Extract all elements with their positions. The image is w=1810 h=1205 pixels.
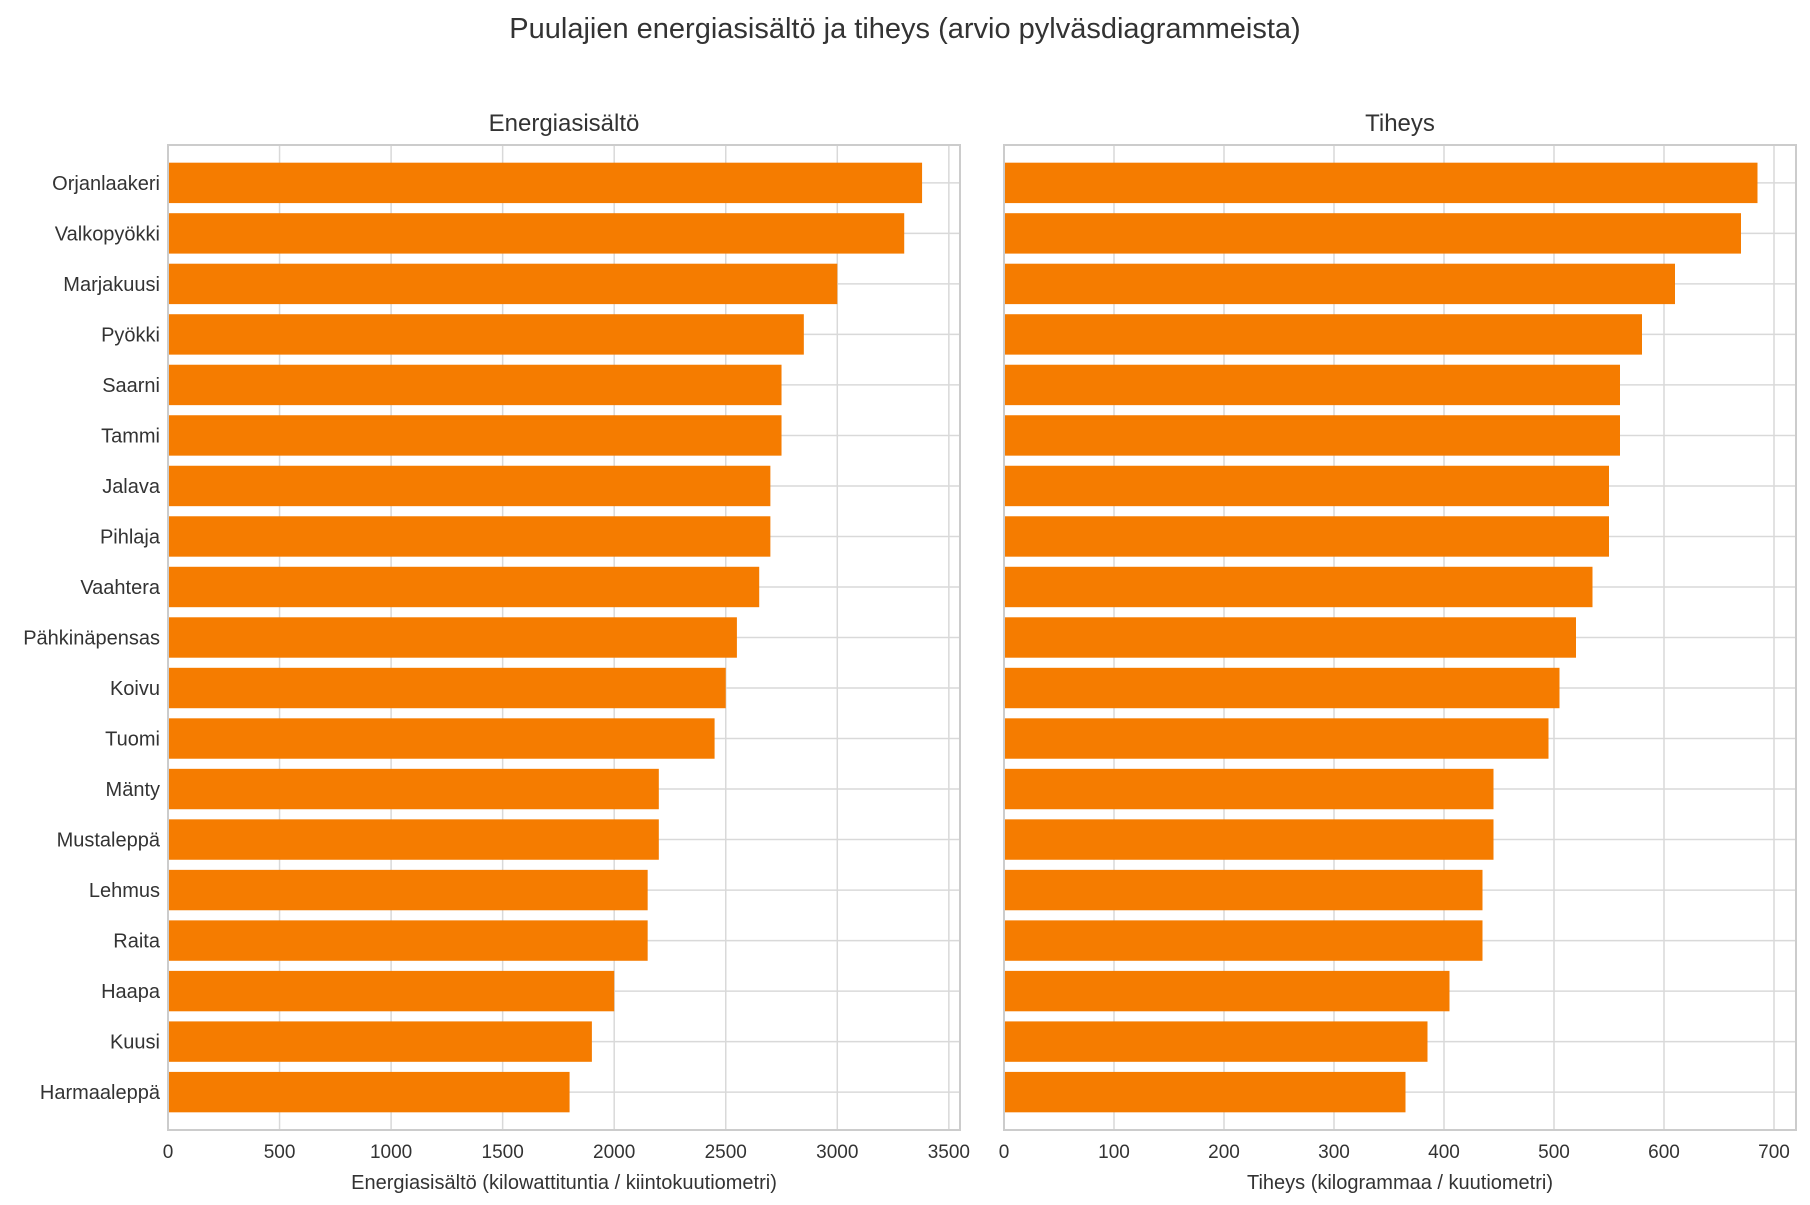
x-tick-label: 100 (1098, 1142, 1130, 1163)
category-label: Valkopyökki (55, 223, 160, 245)
bar-pähkinäpensas (1004, 617, 1576, 658)
category-label: Mustaleppä (57, 830, 161, 852)
x-tick-label: 400 (1428, 1142, 1460, 1163)
bar-pyökki (168, 314, 804, 355)
bar-kuusi (1004, 1021, 1428, 1062)
category-label: Orjanlaakeri (52, 173, 160, 195)
bar-tuomi (168, 718, 715, 759)
axes-frame (1003, 144, 1797, 1131)
category-label: Kuusi (110, 1032, 160, 1054)
bar-marjakuusi (1004, 263, 1675, 305)
bar-valkopyökki (168, 213, 905, 254)
category-label: Haapa (101, 981, 161, 1003)
x-tick-label: 1500 (482, 1142, 524, 1163)
x-tick-label: 2500 (705, 1142, 747, 1163)
category-label: Pyökki (101, 324, 160, 346)
bar-mänty (168, 768, 659, 810)
bar-harmaaleppä (168, 1071, 570, 1113)
x-tick-label: 500 (264, 1142, 296, 1163)
category-label: Mänty (106, 779, 160, 801)
x-tick-label: 500 (1538, 1142, 1570, 1163)
bar-orjanlaakeri (168, 162, 923, 204)
bar-haapa (1004, 970, 1450, 1012)
x-tick-label: 700 (1758, 1142, 1790, 1163)
category-label: Koivu (110, 678, 160, 700)
axes-frame (167, 144, 961, 1131)
x-tick-label: 1000 (370, 1142, 412, 1163)
x-tick-label: 0 (999, 1142, 1010, 1163)
bar-mustaleppä (168, 819, 659, 860)
x-tick-label: 2000 (593, 1142, 635, 1163)
bar-koivu (168, 667, 726, 709)
category-label: Pihlaja (100, 526, 161, 548)
category-label: Saarni (102, 375, 160, 397)
category-label: Harmaaleppä (40, 1082, 161, 1104)
category-label: Tammi (101, 425, 160, 447)
bar-saarni (1004, 364, 1620, 406)
bar-mänty (1004, 768, 1494, 810)
bar-tammi (168, 415, 782, 456)
bar-tammi (1004, 415, 1620, 456)
bar-raita (168, 920, 648, 961)
category-label: Lehmus (89, 880, 160, 902)
bar-vaahtera (1004, 566, 1593, 608)
bar-pähkinäpensas (168, 617, 737, 658)
x-tick-label: 3500 (928, 1142, 970, 1163)
panel-title: Tiheys (1365, 110, 1435, 137)
bar-lehmus (168, 869, 648, 911)
bar-jalava (168, 465, 771, 507)
x-tick-label: 600 (1648, 1142, 1680, 1163)
bar-vaahtera (168, 566, 760, 608)
bar-pihlaja (168, 516, 771, 557)
bar-marjakuusi (168, 263, 838, 305)
bar-orjanlaakeri (1004, 162, 1758, 204)
x-tick-label: 0 (163, 1142, 174, 1163)
category-label: Raita (113, 931, 161, 953)
category-label: Vaahtera (80, 577, 161, 599)
bar-saarni (168, 364, 782, 406)
category-label: Marjakuusi (63, 274, 160, 296)
bar-harmaaleppä (1004, 1071, 1406, 1113)
x-axis-label: Tiheys (kilogrammaa / kuutiometri) (1247, 1172, 1553, 1194)
figure-title: Puulajien energiasisältö ja tiheys (arvi… (509, 13, 1300, 45)
x-tick-label: 300 (1318, 1142, 1350, 1163)
bar-jalava (1004, 465, 1609, 507)
bar-tuomi (1004, 718, 1549, 759)
bar-haapa (168, 970, 615, 1012)
x-axis-label: Energiasisältö (kilowattituntia / kiinto… (351, 1172, 777, 1194)
panel-title: Energiasisältö (489, 110, 640, 137)
panel-energiasisalto: Energiasisältö Orjanlaakeri Valkopyökki Mar… (23, 110, 970, 1194)
category-label: Pähkinäpensas (23, 628, 160, 650)
bar-koivu (1004, 667, 1560, 709)
x-tick-label: 3000 (816, 1142, 858, 1163)
bar-pihlaja (1004, 516, 1609, 557)
x-tick-label: 200 (1208, 1142, 1240, 1163)
bar-raita (1004, 920, 1483, 961)
panel-tiheys: Tiheys 0 100 200 300 400 500 600 700 Tiheys (kilo… (999, 110, 1797, 1194)
category-label: Jalava (102, 476, 161, 498)
bar-pyökki (1004, 314, 1642, 355)
bar-lehmus (1004, 869, 1483, 911)
bar-valkopyökki (1004, 213, 1741, 254)
bar-mustaleppä (1004, 819, 1494, 860)
category-label: Tuomi (105, 729, 160, 751)
bar-kuusi (168, 1021, 592, 1062)
